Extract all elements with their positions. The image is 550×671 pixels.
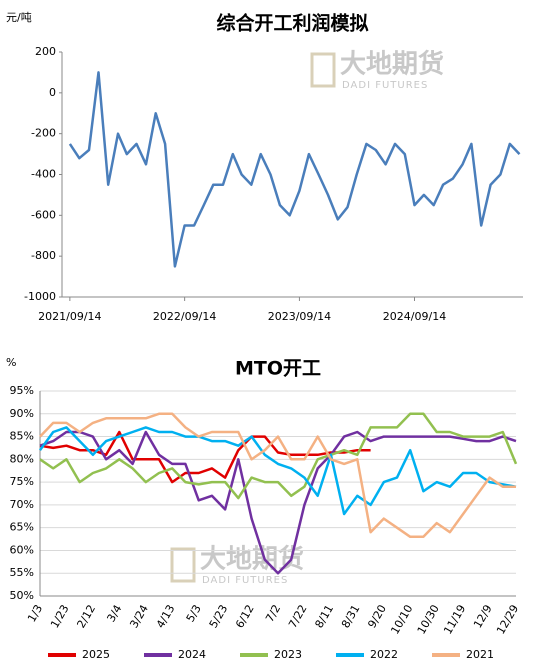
x-tick-label: 5/23: [207, 603, 231, 631]
y-tick-label: 50%: [10, 589, 34, 602]
x-tick-label: 6/12: [233, 603, 257, 631]
y-tick-label: 70%: [10, 498, 34, 511]
watermark: 大地期货: [340, 49, 444, 80]
x-tick-label: 10/30: [415, 603, 442, 637]
x-tick-label: 11/19: [441, 603, 468, 637]
watermark-logo: [170, 547, 196, 583]
watermark: DADI FUTURES: [342, 80, 428, 91]
series-line: [39, 412, 516, 539]
legend-label: 2022: [370, 648, 398, 661]
chart-title: MTO开工: [235, 358, 321, 380]
series-line: [39, 430, 517, 575]
watermark: 大地期货: [200, 544, 304, 575]
x-tick-label: 1/23: [48, 603, 72, 631]
x-tick-label: 5/3: [184, 602, 204, 624]
legend-label: 2021: [466, 648, 494, 661]
x-tick-label: 2024/09/14: [383, 310, 446, 323]
y-tick-label: 200: [35, 45, 56, 58]
x-tick-label: 8/31: [339, 603, 363, 631]
series-line: [68, 71, 521, 268]
chart-title: 综合开工利润模拟: [216, 12, 368, 35]
y-tick-label: 65%: [10, 521, 34, 534]
y-tick-label: 75%: [10, 475, 34, 488]
y-tick-label: -600: [31, 208, 56, 221]
y-tick-label: 85%: [10, 430, 34, 443]
y-tick-label: -800: [31, 249, 56, 262]
y-tick-label: 90%: [10, 407, 34, 420]
x-tick-label: 2/12: [74, 603, 98, 631]
y-tick-label: 55%: [10, 566, 34, 579]
legend-label: 2025: [82, 648, 110, 661]
x-tick-label: 4/13: [154, 603, 178, 631]
x-tick-label: 9/20: [365, 603, 389, 631]
x-tick-label: 7/22: [286, 603, 310, 631]
x-tick-label: 10/10: [388, 603, 415, 637]
x-tick-label: 12/9: [471, 603, 495, 631]
x-tick-label: 7/2: [263, 603, 283, 625]
y-tick-label: 0: [49, 86, 56, 99]
y-tick-label: 60%: [10, 543, 34, 556]
y-tick-label: -400: [31, 168, 56, 181]
legend-label: 2024: [178, 648, 206, 661]
x-tick-label: 12/29: [494, 603, 521, 637]
y-tick-label: -1000: [24, 290, 56, 303]
series-line: [39, 412, 518, 500]
x-tick-label: 2023/09/14: [268, 310, 331, 323]
y-unit: %: [6, 356, 16, 369]
x-tick-label: 1/3: [25, 602, 45, 624]
legend-label: 2023: [274, 648, 302, 661]
watermark: DADI FUTURES: [202, 575, 288, 586]
x-tick-label: 2022/09/14: [153, 310, 216, 323]
x-tick-label: 8/11: [312, 603, 336, 631]
watermark-logo: [310, 52, 336, 88]
y-unit: 元/吨: [6, 11, 32, 24]
series-line: [38, 426, 517, 516]
x-tick-label: 2021/09/14: [38, 310, 101, 323]
y-tick-label: -200: [31, 127, 56, 140]
x-tick-label: 3/4: [104, 602, 124, 624]
y-tick-label: 80%: [10, 452, 34, 465]
x-tick-label: 3/24: [127, 603, 151, 631]
y-tick-label: 95%: [10, 384, 34, 397]
